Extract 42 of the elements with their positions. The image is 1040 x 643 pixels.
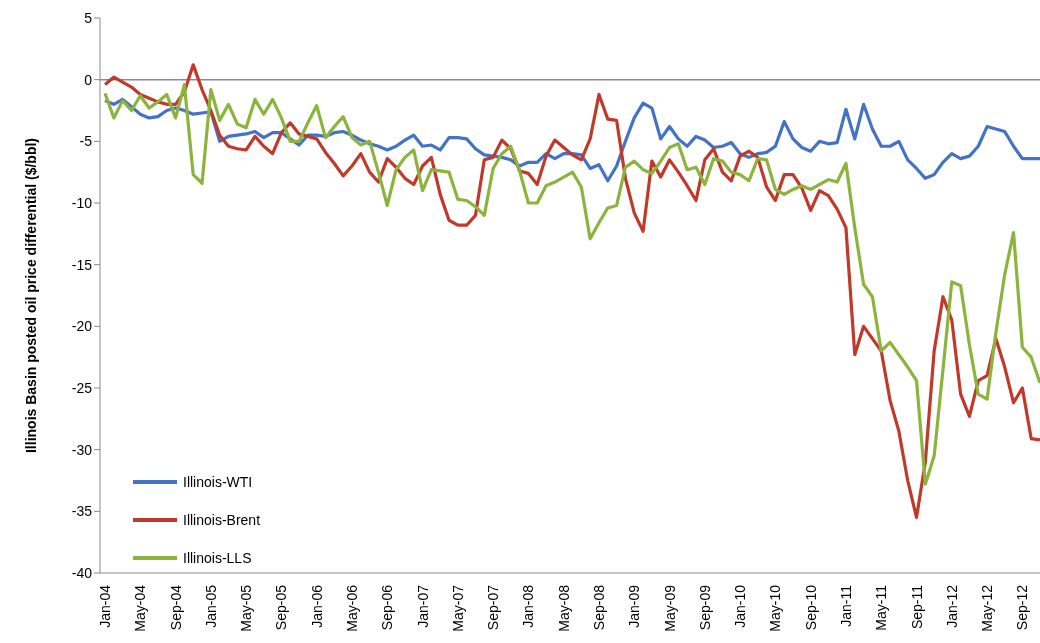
x-tick-label: Sep-10 bbox=[802, 584, 819, 631]
x-tick-label: May-04 bbox=[132, 584, 149, 632]
y-tick-label: -30 bbox=[71, 441, 93, 458]
x-tick-label: Sep-08 bbox=[590, 584, 607, 631]
x-tick-label: May-11 bbox=[873, 584, 890, 631]
x-tick-label: May-05 bbox=[238, 584, 255, 632]
y-axis-title: Illinois Basin posted oil price differential ($/bbl) bbox=[22, 137, 39, 454]
x-tick-label: Jan-08 bbox=[520, 584, 537, 628]
x-tick-label: May-10 bbox=[767, 584, 784, 632]
x-tick-label: Jan-06 bbox=[308, 584, 325, 628]
x-tick-label: May-08 bbox=[555, 584, 572, 632]
line-series bbox=[103, 97, 1040, 183]
x-tick-label: Jan-04 bbox=[97, 584, 113, 628]
x-tick-label: Jan-10 bbox=[732, 584, 749, 628]
y-tick-label: -15 bbox=[71, 256, 93, 273]
legend-label: Illinois-LLS bbox=[183, 550, 252, 566]
y-tick-label: -10 bbox=[71, 194, 93, 211]
legend-label: Illinois-WTI bbox=[183, 474, 253, 490]
x-tick-label: Sep-05 bbox=[273, 584, 290, 631]
x-tick-label: Jan-12 bbox=[943, 584, 960, 628]
y-tick-label: -25 bbox=[71, 379, 93, 396]
x-tick-label: May-06 bbox=[343, 584, 360, 632]
x-tick-label: May-09 bbox=[661, 584, 678, 632]
y-tick-label: -35 bbox=[71, 503, 93, 520]
x-tick-label: Sep-12 bbox=[1014, 584, 1031, 631]
y-tick-label: -5 bbox=[79, 133, 93, 150]
x-tick-label: Sep-07 bbox=[485, 584, 502, 631]
x-tick-label: Jan-07 bbox=[414, 584, 431, 628]
x-tick-label: Jan-05 bbox=[202, 584, 219, 628]
x-tick-label: Sep-04 bbox=[167, 584, 184, 631]
y-tick-label: -20 bbox=[71, 318, 93, 335]
x-tick-label: May-12 bbox=[979, 584, 996, 632]
y-tick-label: 5 bbox=[84, 9, 93, 26]
y-tick-label: 0 bbox=[84, 71, 93, 88]
x-tick-label: Jan-11 bbox=[837, 584, 854, 627]
y-tick-label: -40 bbox=[71, 564, 93, 581]
x-tick-label: Sep-09 bbox=[696, 584, 713, 631]
x-tick-label: Jan-09 bbox=[626, 584, 643, 628]
x-tick-label: May-07 bbox=[449, 584, 466, 632]
x-tick-label: Sep-06 bbox=[379, 584, 396, 631]
x-tick-label: Sep-11 bbox=[908, 584, 925, 630]
legend-label: Illinois-Brent bbox=[183, 512, 261, 528]
